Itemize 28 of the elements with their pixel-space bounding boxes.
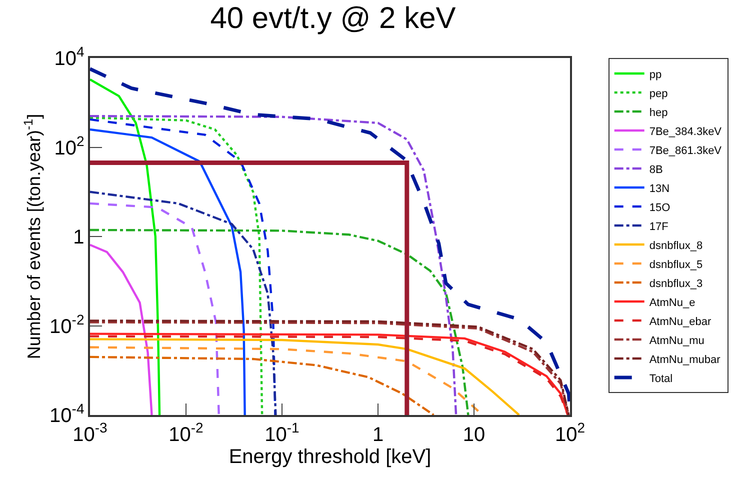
legend-label: AtmNu_e bbox=[649, 296, 696, 309]
y-tick-label: 1 bbox=[73, 226, 84, 248]
legend-label: 7Be_861.3keV bbox=[649, 144, 722, 157]
x-axis-title: Energy threshold [keV] bbox=[228, 446, 432, 468]
legend-label: 7Be_384.3keV bbox=[649, 126, 722, 138]
legend-label: 17F bbox=[649, 220, 669, 233]
legend-label: AtmNu_ebar bbox=[649, 316, 712, 328]
x-tick-label: 10$^{-1}$ bbox=[264, 419, 300, 446]
legend-label: pep bbox=[649, 88, 668, 100]
legend-label: pp bbox=[649, 68, 662, 81]
chart-title: 40 evt/t.y @ 2 keV bbox=[210, 2, 456, 36]
legend-label: Total bbox=[649, 372, 673, 385]
legend-label: AtmNu_mu bbox=[649, 334, 704, 347]
x-tick-label: 10 bbox=[462, 424, 486, 446]
legend-label: dsnbflux_3 bbox=[649, 278, 703, 290]
legend-label: hep bbox=[649, 106, 668, 119]
legend-label: 13N bbox=[649, 182, 670, 195]
y-tick-label: 10$^{2}$ bbox=[54, 132, 84, 160]
legend-label: 8B bbox=[649, 164, 663, 176]
y-tick-label: 10$^{-2}$ bbox=[50, 311, 84, 338]
legend-label: AtmNu_mubar bbox=[649, 354, 721, 366]
legend-label: 15O bbox=[649, 202, 671, 214]
x-tick-label: 1 bbox=[372, 424, 384, 446]
legend-label: dsnbflux_5 bbox=[649, 258, 703, 271]
legend-label: dsnbflux_8 bbox=[649, 240, 703, 252]
y-tick-label: 10$^{4}$ bbox=[54, 44, 84, 70]
x-tick-label: 10$^{-2}$ bbox=[168, 419, 204, 446]
x-tick-label: 10$^{2}$ bbox=[554, 419, 586, 446]
